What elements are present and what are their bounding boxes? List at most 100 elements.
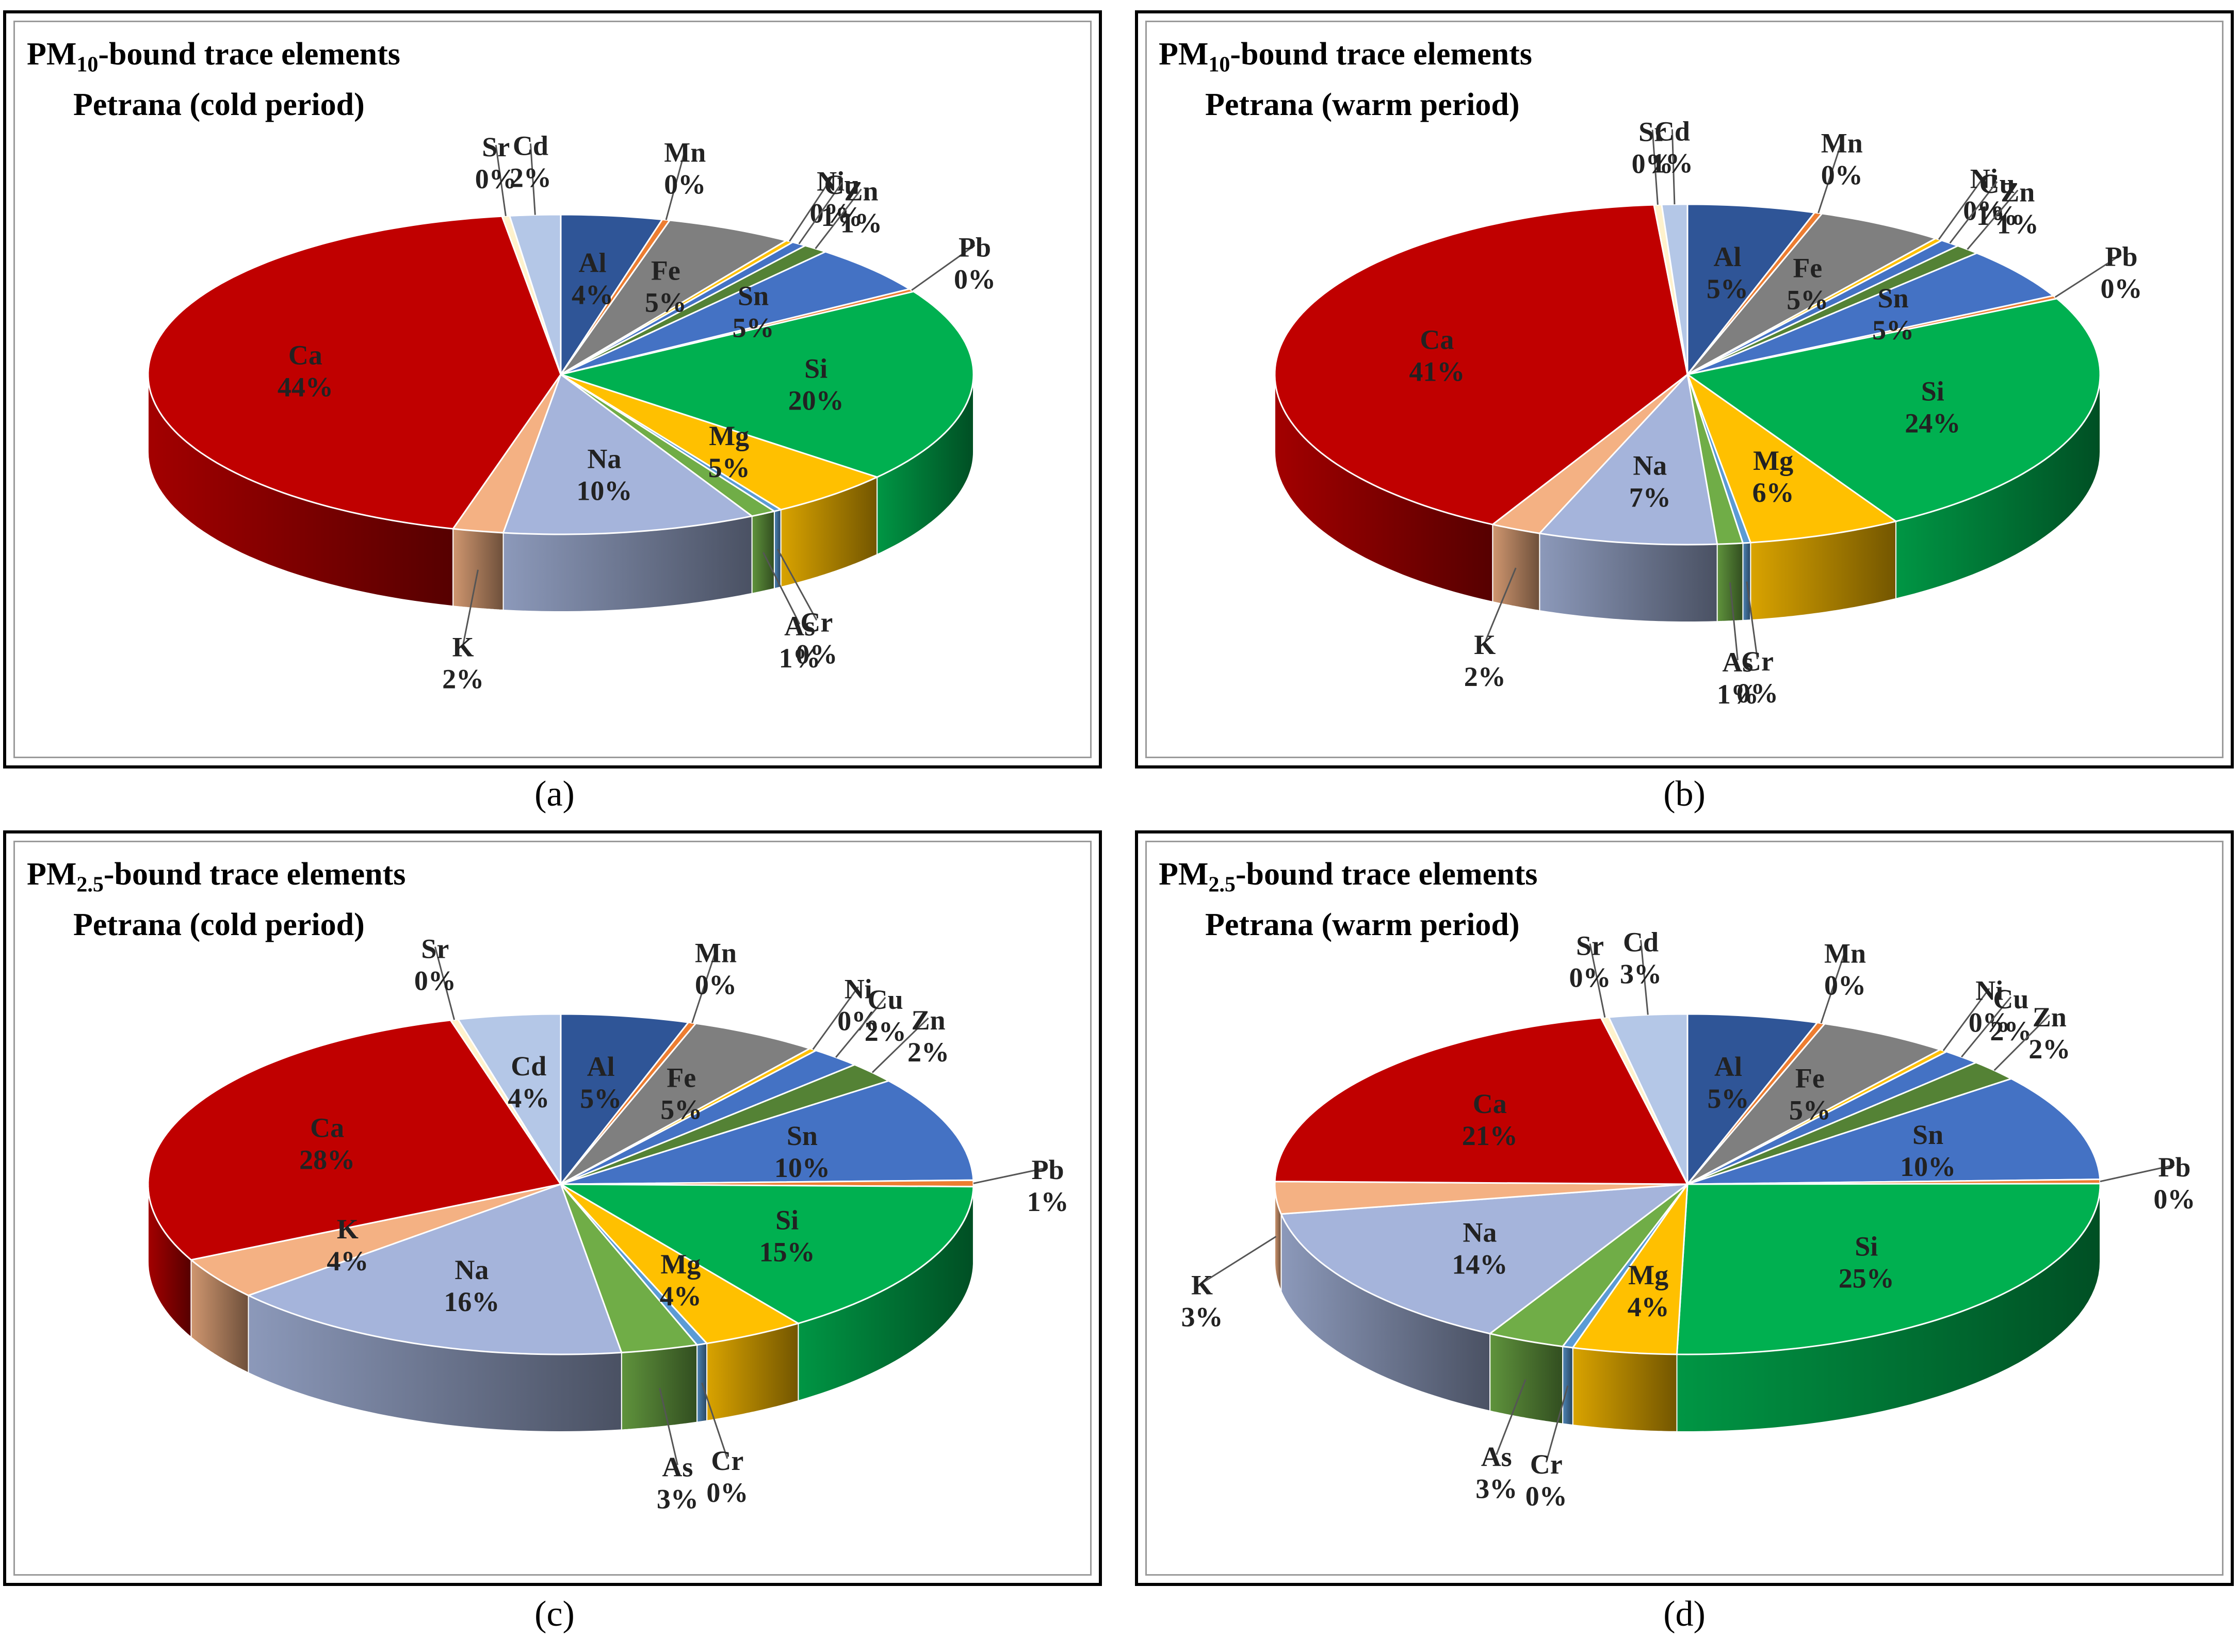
slice-label-fe: Fe xyxy=(667,1062,696,1093)
slice-label-al: Al xyxy=(1713,241,1741,272)
pie-slice-ca xyxy=(1274,204,1689,526)
pie-slice-cd xyxy=(508,214,562,375)
slice-value-si: 24% xyxy=(1905,408,1960,439)
pie-slice-si xyxy=(1685,298,2101,522)
slice-value-ca: 44% xyxy=(278,371,333,402)
slice-label-sn: Sn xyxy=(738,280,769,311)
slice-label-si: Si xyxy=(1921,376,1944,407)
pie-slice-si xyxy=(1676,1183,2101,1355)
slice-label-cu: Cu xyxy=(1993,984,2028,1015)
slice-value-as: 3% xyxy=(657,1483,699,1514)
slice-label-pb: Pb xyxy=(1031,1154,1064,1185)
chart-subtitle-c: Petrana (cold period) xyxy=(73,907,365,943)
pie-slice-fe xyxy=(560,219,789,375)
leader-line-cu xyxy=(1961,996,2012,1058)
pie-slice-sn xyxy=(560,1079,975,1185)
slice-value-mn: 0% xyxy=(1824,970,1866,1001)
slice-value-cu: 2% xyxy=(1990,1016,2032,1046)
slice-label-cd: Cd xyxy=(1623,927,1659,958)
slice-value-si: 15% xyxy=(759,1237,815,1268)
slice-value-na: 16% xyxy=(444,1286,499,1317)
pie-slice-ca xyxy=(1274,1017,1689,1185)
pie-slice-cd xyxy=(1608,1013,1689,1185)
leader-line-cd xyxy=(1671,129,1676,205)
slice-value-na: 10% xyxy=(576,475,632,506)
slice-label-si: Si xyxy=(1855,1231,1878,1262)
slice-value-cr: 0% xyxy=(796,639,837,670)
pie-slice-sn xyxy=(560,251,912,375)
slice-value-cd: 4% xyxy=(508,1083,549,1114)
slice-label-ni: Ni xyxy=(1970,163,1998,194)
pie-slice-k xyxy=(1490,373,1689,534)
slice-label-as: As xyxy=(784,611,815,642)
slice-label-mg: Mg xyxy=(1628,1260,1668,1290)
pie-slice-na xyxy=(1538,372,1718,546)
pie-slice-na xyxy=(502,373,754,535)
slice-label-al: Al xyxy=(587,1051,615,1082)
slice-label-mg: Mg xyxy=(1753,445,1793,476)
pie-slice-sn xyxy=(1687,252,2055,375)
pie-slice-mg xyxy=(1571,1181,1689,1355)
slice-value-pb: 0% xyxy=(954,264,996,295)
slice-label-k: K xyxy=(1474,629,1496,660)
slice-value-al: 5% xyxy=(580,1083,622,1114)
slice-value-sn: 10% xyxy=(1900,1151,1956,1182)
slice-label-na: Na xyxy=(455,1254,489,1285)
slice-label-sn: Sn xyxy=(1878,283,1909,314)
slice-label-ni: Ni xyxy=(1975,975,2003,1006)
pie-slice-fe xyxy=(1686,212,1938,375)
pie-side-k xyxy=(1492,524,1540,612)
slice-value-zn: 2% xyxy=(2028,1034,2070,1065)
leader-line-mn xyxy=(1820,951,1846,1024)
leader-line-mn xyxy=(1817,141,1843,214)
slice-label-zn: Zn xyxy=(2001,177,2035,208)
chart-panel-d: PM2.5-bound trace elements Petrana (warm… xyxy=(1135,830,2234,1586)
pie-chart-b: Al5%Mn0%Fe5%Ni0%Cu1%Zn1%Sn5%Pb0%Si24%Mg6… xyxy=(1274,116,2142,710)
caption-d: (d) xyxy=(1663,1594,1706,1634)
pie-side-as xyxy=(621,1344,698,1431)
slice-value-si: 25% xyxy=(1839,1263,1894,1294)
slice-value-zn: 1% xyxy=(1997,209,2039,240)
slice-value-al: 5% xyxy=(1707,273,1748,304)
leader-line-zn xyxy=(815,188,862,250)
leader-line-sr xyxy=(434,946,456,1020)
slice-value-fe: 5% xyxy=(1789,1094,1831,1125)
slice-label-mn: Mn xyxy=(664,137,706,168)
slice-label-as: As xyxy=(662,1451,693,1482)
slice-label-fe: Fe xyxy=(651,255,680,286)
pie-slice-al xyxy=(560,1013,690,1187)
leader-line-cd xyxy=(529,143,536,215)
slice-value-mn: 0% xyxy=(695,970,737,1001)
slice-label-si: Si xyxy=(775,1205,799,1236)
chart-subtitle-a: Petrana (cold period) xyxy=(73,87,365,123)
slice-value-ca: 41% xyxy=(1409,356,1465,387)
leader-line-ni xyxy=(812,986,859,1050)
slice-label-mn: Mn xyxy=(1821,128,1863,159)
slice-label-mg: Mg xyxy=(660,1249,701,1280)
slice-label-ca: Ca xyxy=(288,339,322,370)
chart-panel-a: PM10-bound trace elements Petrana (cold … xyxy=(3,10,1102,768)
slice-label-na: Na xyxy=(1633,450,1667,481)
slice-label-sr: Sr xyxy=(482,132,510,162)
pie-slice-mg xyxy=(560,1183,801,1345)
slice-label-ca: Ca xyxy=(1473,1088,1507,1119)
slice-value-cu: 1% xyxy=(1976,200,2018,231)
pie-slice-cd xyxy=(457,1013,562,1187)
slice-value-as: 1% xyxy=(1717,679,1759,710)
slice-value-cd: 3% xyxy=(1620,959,1662,990)
leader-line-sr xyxy=(495,144,507,217)
slice-value-mn: 0% xyxy=(664,169,706,200)
slice-label-si: Si xyxy=(804,353,827,384)
slice-value-ca: 21% xyxy=(1462,1120,1518,1151)
slice-label-ni: Ni xyxy=(817,166,845,197)
chart-subtitle-b: Petrana (warm period) xyxy=(1205,87,1520,123)
slice-value-mg: 4% xyxy=(660,1281,702,1312)
slice-label-pb: Pb xyxy=(2105,241,2137,272)
slice-label-sr: Sr xyxy=(421,934,449,964)
pie-chart-a: Al4%Mn0%Fe5%Ni0%Cu1%Zn1%Sn5%Pb0%Si20%Mg5… xyxy=(147,130,996,694)
slice-value-fe: 5% xyxy=(660,1094,702,1125)
chart-subtitle-d: Petrana (warm period) xyxy=(1205,907,1520,943)
slice-value-sr: 0% xyxy=(414,966,456,996)
slice-value-cd: 1% xyxy=(1651,148,1693,179)
slice-label-pb: Pb xyxy=(2158,1152,2190,1183)
